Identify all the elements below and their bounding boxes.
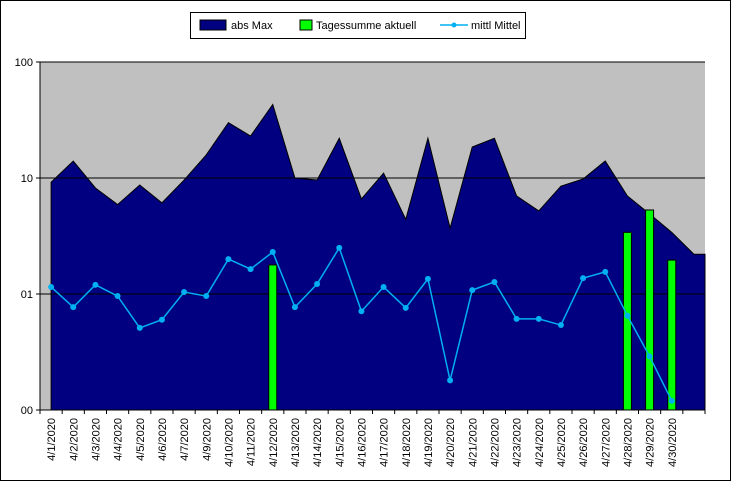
bar — [667, 259, 677, 411]
x-tick-label: 4/6/2020 — [157, 418, 169, 461]
x-tick-label: 4/29/2020 — [645, 418, 657, 467]
point — [225, 256, 232, 263]
point — [424, 275, 431, 282]
x-tick-label: 4/1/2020 — [46, 418, 58, 461]
point — [602, 268, 609, 275]
x-tick-label: 4/4/2020 — [113, 418, 125, 461]
bar — [268, 264, 278, 411]
x-tick-label: 4/14/2020 — [312, 418, 324, 467]
x-tick-label: 4/7/2020 — [179, 418, 191, 461]
point — [70, 304, 77, 311]
point — [291, 304, 298, 311]
point — [203, 293, 210, 300]
legend: abs Max Tagessumme aktuell mittl Mittel — [190, 12, 526, 39]
x-tick-label: 4/18/2020 — [401, 418, 413, 467]
point — [535, 315, 542, 322]
x-tick-label: 4/3/2020 — [90, 418, 102, 461]
point — [580, 275, 587, 282]
x-tick-label: 4/25/2020 — [556, 418, 568, 467]
point — [447, 377, 454, 384]
legend-label: mittl Mittel — [471, 20, 521, 32]
x-tick-label: 4/17/2020 — [379, 418, 391, 467]
y-tick-label: 01 — [21, 289, 33, 301]
x-tick-label: 4/16/2020 — [356, 418, 368, 467]
x-tick-label: 4/22/2020 — [489, 418, 501, 467]
legend-swatch — [299, 19, 313, 31]
point — [158, 316, 165, 323]
point — [247, 266, 254, 273]
x-tick-label: 4/20/2020 — [445, 418, 457, 467]
x-tick-label: 4/15/2020 — [334, 418, 346, 467]
x-tick-label: 4/10/2020 — [223, 418, 235, 467]
point — [336, 244, 343, 251]
y-tick-label: 00 — [21, 405, 33, 417]
point — [402, 304, 409, 311]
legend-swatch — [451, 22, 457, 28]
x-tick-label: 4/2/2020 — [68, 418, 80, 461]
x-tick-label: 4/9/2020 — [201, 418, 213, 461]
point — [269, 249, 276, 256]
point — [513, 315, 520, 322]
area — [50, 103, 706, 411]
legend-swatch — [199, 19, 227, 31]
x-tick-label: 4/21/2020 — [467, 418, 479, 467]
point — [314, 280, 321, 287]
point — [358, 308, 365, 315]
x-tick-label: 4/23/2020 — [512, 418, 524, 467]
legend-label: Tagessumme aktuell — [316, 20, 416, 32]
point — [380, 283, 387, 290]
x-tick-label: 4/13/2020 — [290, 418, 302, 467]
point — [646, 353, 653, 360]
y-tick-label: 10 — [21, 173, 33, 185]
x-tick-label: 4/26/2020 — [578, 418, 590, 467]
legend-label: abs Max — [231, 20, 273, 32]
point — [92, 281, 99, 288]
point — [557, 322, 564, 329]
x-tick-label: 4/19/2020 — [423, 418, 435, 467]
point — [624, 312, 631, 319]
point — [114, 293, 121, 300]
point — [668, 397, 675, 404]
point — [491, 278, 498, 285]
point — [181, 289, 188, 296]
x-tick-label: 4/5/2020 — [135, 418, 147, 461]
point — [48, 283, 55, 290]
x-tick-label: 4/27/2020 — [600, 418, 612, 467]
point — [469, 287, 476, 294]
x-tick-label: 4/12/2020 — [268, 418, 280, 467]
x-tick-label: 4/24/2020 — [534, 418, 546, 467]
x-tick-label: 4/11/2020 — [246, 418, 258, 466]
legend-box — [190, 12, 526, 39]
bar — [645, 209, 655, 411]
point — [136, 324, 143, 331]
y-tick-label: 100 — [15, 57, 33, 69]
x-tick-label: 4/30/2020 — [667, 418, 679, 467]
x-tick-label: 4/28/2020 — [622, 418, 634, 467]
